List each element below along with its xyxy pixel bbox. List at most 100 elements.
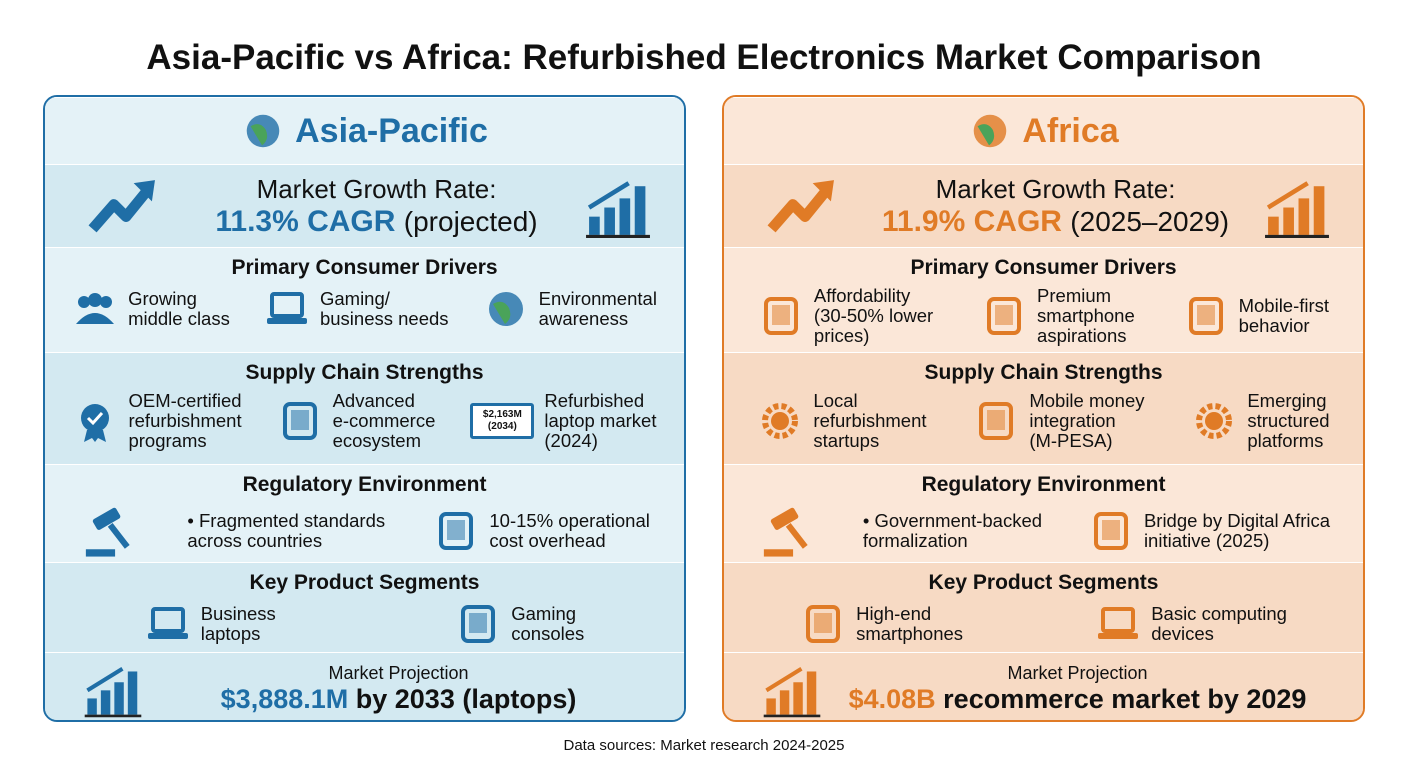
item-line: (2024) xyxy=(544,430,598,451)
icon xyxy=(1098,607,1139,639)
icon xyxy=(488,292,523,326)
item-line: refurbishment xyxy=(128,410,242,431)
item-text: Advanced e-commerce ecosystem xyxy=(333,391,436,451)
item-line: Growing xyxy=(128,288,197,309)
item-line: across countries xyxy=(187,530,323,551)
icon xyxy=(439,512,474,550)
item-line: Advanced xyxy=(332,390,415,411)
item-text: Mobile-first behavior xyxy=(1239,296,1329,336)
item-text: High-end smartphones xyxy=(856,604,963,644)
growth-text: Market Growth Rate: 11.3% CAGR (projected… xyxy=(215,174,537,239)
item: Bridge by Digital Africa initiative (2025… xyxy=(1088,508,1330,554)
icon-text: (2034) xyxy=(487,421,517,432)
item-line: platforms xyxy=(1247,430,1324,451)
item-line: Bridge by Digital Africa xyxy=(1143,510,1331,531)
icon xyxy=(763,297,798,335)
growth-section: Market Growth Rate: 11.3% CAGR (projected… xyxy=(45,164,684,247)
footer: Data sources: Market research 2024-2025 xyxy=(563,737,845,754)
growth-line: 11.3% CAGR (projected) xyxy=(215,205,537,239)
item-line: Government-backed xyxy=(863,511,1042,531)
projection-text: Market Projection $4.08B recommerce marke… xyxy=(832,663,1323,715)
item-line: (M-PESA) xyxy=(1029,430,1113,451)
item-line: initiative (2025) xyxy=(1143,530,1270,551)
item: Advanced e-commerce ecosystem xyxy=(277,391,436,451)
item-line: awareness xyxy=(538,308,629,329)
item-line: aspirations xyxy=(1037,325,1127,346)
panel-name: Africa xyxy=(1022,111,1119,150)
icon xyxy=(762,403,799,439)
regulatory-section: Regulatory EnvironmentFragmented standar… xyxy=(45,464,684,562)
item-text: Gaming/business needs xyxy=(320,289,449,329)
item-line: laptop market xyxy=(544,410,657,431)
item-text: Business laptops xyxy=(201,604,276,644)
item-line: Environmental xyxy=(538,288,657,309)
item: 10-15% operational cost overhead xyxy=(433,508,650,554)
item-line: Local xyxy=(813,390,858,411)
item: Mobile money integration (M-PESA) xyxy=(973,390,1145,451)
item-line: Emerging xyxy=(1247,390,1327,411)
item-row: High-end smartphones Basic computing device… xyxy=(724,595,1363,647)
section-heading: Supply Chain Strengths xyxy=(924,361,1163,384)
laptop-icon: $2,163M (2034) xyxy=(470,403,535,439)
item-line: business needs xyxy=(319,308,449,329)
item-line: structured xyxy=(1247,410,1330,431)
item-row: OEM-certified refurbishment programs Advanc… xyxy=(45,385,684,451)
projection-rest: recommerce market by 2029 xyxy=(943,683,1307,714)
icon xyxy=(974,114,1007,148)
page-title: Asia-Pacific vs Africa: Refurbished Elec… xyxy=(146,38,1262,77)
icon xyxy=(1093,512,1128,550)
item: Environmental awareness xyxy=(483,286,657,332)
icon xyxy=(88,180,155,233)
growth-value: 11.9% CAGR xyxy=(881,204,1062,238)
item-text: Premium smartphone aspirations xyxy=(1037,286,1135,346)
section-heading: Key Product Segments xyxy=(928,571,1159,594)
item-text: Affordability (30-50% lower prices) xyxy=(814,286,933,346)
item-line: Fragmented standards xyxy=(187,511,385,531)
item-row: Growing middle class Gaming/business needs… xyxy=(45,280,684,332)
item-line: Premium xyxy=(1037,285,1112,306)
growth-value: 11.3% CAGR xyxy=(215,204,396,238)
item: Mobile-first behavior xyxy=(1183,293,1329,339)
icon xyxy=(81,404,110,442)
segments-section: Key Product Segments High-end smartphones B… xyxy=(724,562,1363,652)
item-text: Bridge by Digital Africa initiative (2025… xyxy=(1144,511,1330,551)
item-line: smartphones xyxy=(856,623,964,644)
item-line: Mobile money xyxy=(1029,390,1145,411)
item-line: consoles xyxy=(511,623,585,644)
section-heading: Supply Chain Strengths xyxy=(245,361,484,384)
item-line: middle class xyxy=(128,308,230,329)
item-line: e-commerce xyxy=(332,410,436,431)
projection-line: $4.08B recommerce market by 2029 xyxy=(832,684,1323,715)
icon xyxy=(84,666,142,717)
growth-note: (projected) xyxy=(403,205,538,237)
projection-section: Market Projection $3,888.1M by 2033 (lapt… xyxy=(45,652,684,720)
icon xyxy=(1265,181,1329,238)
item-line: OEM-certified xyxy=(128,390,242,411)
supply-section: Supply Chain Strengths OEM-certified refur… xyxy=(45,352,684,464)
supply-section: Supply Chain Strengths Local refurbishment… xyxy=(724,352,1363,464)
icon xyxy=(85,507,130,557)
growth-section: Market Growth Rate: 11.9% CAGR (2025–2029… xyxy=(724,164,1363,247)
icon xyxy=(987,297,1022,335)
icon xyxy=(147,607,188,639)
section-heading: Key Product Segments xyxy=(249,571,480,594)
item-line: High-end xyxy=(856,603,932,624)
icon xyxy=(767,180,834,233)
panel-name: Asia-Pacific xyxy=(295,111,488,150)
panel: Africa Market Growth Rate: 11.9% CAGR (202… xyxy=(722,95,1365,722)
panel: Asia-Pacific Market Growth Rate: 11.3% CAG… xyxy=(43,95,686,722)
drivers-section: Primary Consumer Drivers Affordability (30… xyxy=(724,247,1363,352)
item: $2,163M (2034) Refurbished laptop market (20… xyxy=(470,391,656,451)
projection-line: $3,888.1M by 2033 (laptops) xyxy=(153,684,644,715)
item-text: OEM-certified refurbishment programs xyxy=(128,391,241,451)
item-line: startups xyxy=(813,430,880,451)
item-line: Gaming/ xyxy=(319,288,390,309)
icon xyxy=(806,605,841,643)
section-heading: Regulatory Environment xyxy=(921,473,1166,496)
icon xyxy=(76,293,115,324)
item-line: devices xyxy=(1151,623,1214,644)
